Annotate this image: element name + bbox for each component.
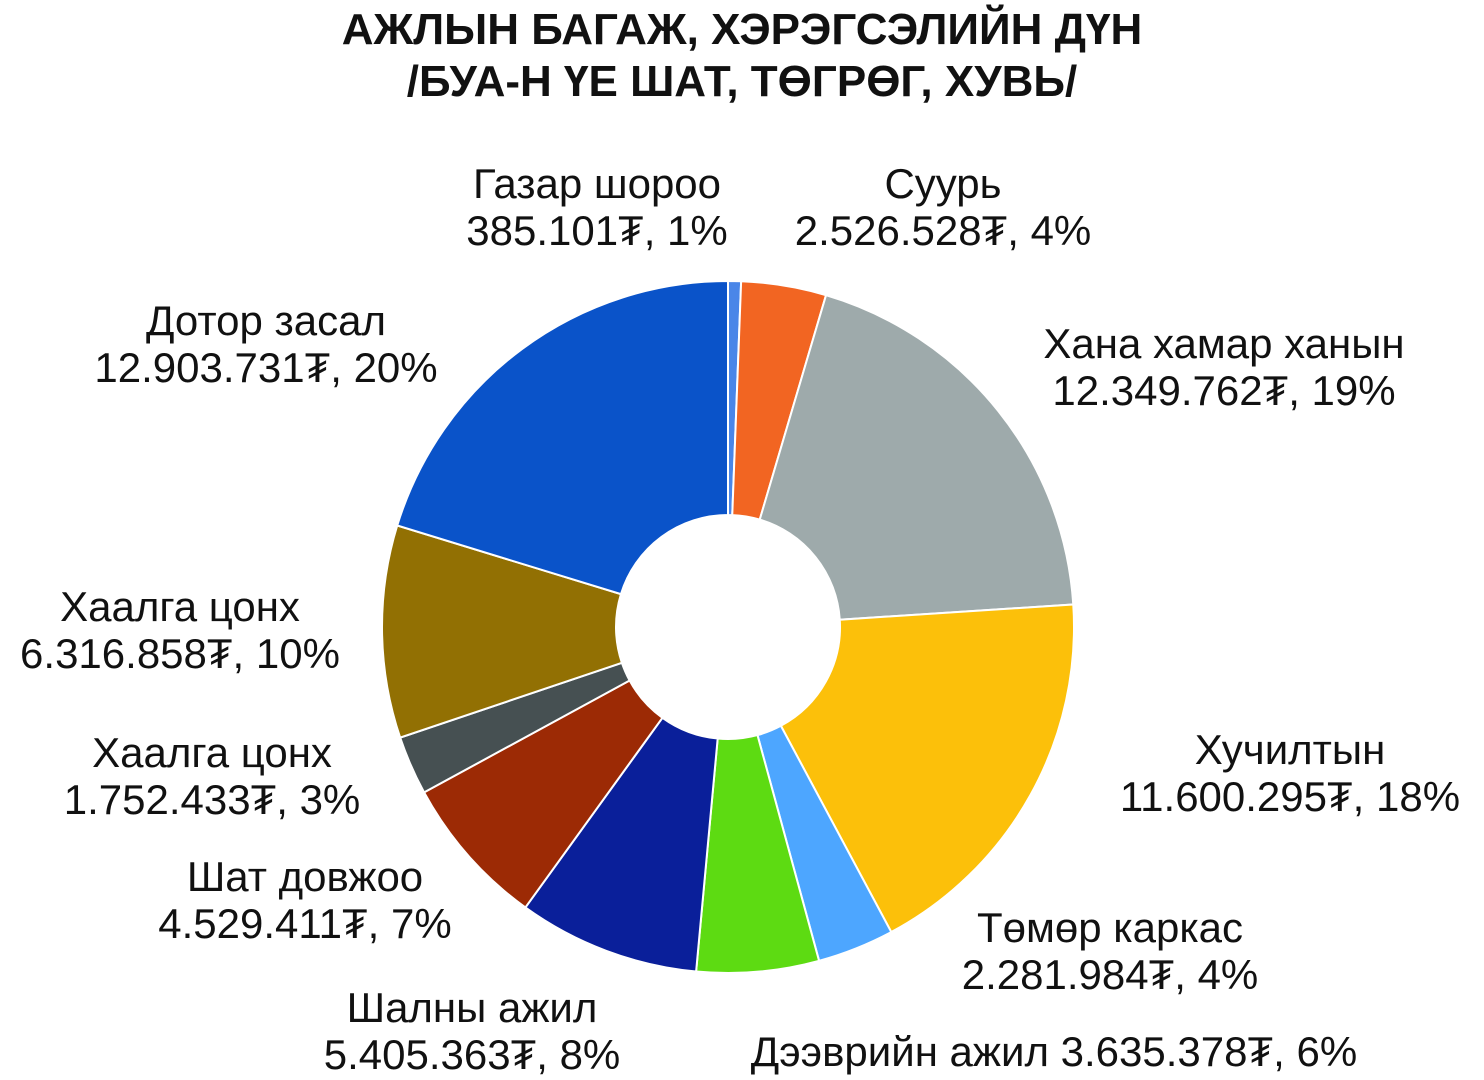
slice-label: Хучилтын [1194,726,1386,773]
slice-value: 385.101₮, 1% [466,207,728,254]
slice-label: Шалны ажил [346,984,598,1031]
slice-value: 5.405.363₮, 8% [323,1031,621,1078]
slice-label: Шат довжоо [186,853,424,900]
slice-label: Дотор засал [146,297,386,344]
slice-label: Хана хамар ханын [1043,320,1405,367]
slice-value: 12.903.731₮, 20% [94,344,438,391]
data-label-7: Шат довжоо 4.529.411₮, 7% [158,853,451,947]
data-label-4: Төмөр каркас 2.281.984₮, 4% [962,904,1259,998]
slice-value: 6.316.858₮, 10% [20,630,340,677]
slice-value: 4.529.411₮, 7% [158,900,452,947]
data-label-1: Суурь 2.526.528₮, 4% [795,160,1092,254]
slice-value: 11.600.295₮, 18% [1119,773,1461,820]
chart-title: АЖЛЫН БАГАЖ, ХЭРЭГСЭЛИЙН ДҮН [341,5,1143,54]
data-label-6: Шалны ажил 5.405.363₮, 8% [324,984,621,1078]
slice-value: 1.752.433₮, 3% [63,776,361,823]
data-label-10: Дотор засал 12.903.731₮, 20% [94,297,437,391]
data-label-5: Дээврийн ажил 3.635.378₮, 6% [751,1028,1357,1075]
data-label-0: Газар шороо 385.101₮, 1% [466,160,728,254]
chart-subtitle: /БУА-Н ҮЕ ШАТ, ТӨГРӨГ, ХУВЬ/ [406,57,1078,106]
slice-value: 12.349.762₮, 19% [1052,367,1396,414]
slice-6 [523,716,719,973]
slice-label: Хаалга цонх [60,583,300,630]
slice-label: Дээврийн ажил [750,1028,1049,1075]
slice-value: 2.526.528₮, 4% [794,207,1092,254]
slice-label: Хаалга цонх [92,729,332,776]
slice-value: 2.281.984₮, 4% [961,951,1259,998]
data-label-9: Хаалга цонх 6.316.858₮, 10% [20,583,340,677]
slice-label: Суурь [884,160,1002,207]
slice-label: Газар шороо [472,160,722,207]
slice-label: Төмөр каркас [977,904,1243,951]
data-label-2: Хана хамар ханын 12.349.762₮, 19% [1043,320,1404,414]
slice-10 [395,279,729,596]
slice-9 [381,524,624,739]
slice-2 [758,293,1075,621]
slice-value: 3.635.378₮, 6% [1060,1028,1358,1075]
data-label-3: Хучилтын 11.600.295₮, 18% [1120,726,1460,820]
slice-3 [779,603,1075,934]
data-label-8: Хаалга цонх 1.752.433₮, 3% [64,729,361,823]
